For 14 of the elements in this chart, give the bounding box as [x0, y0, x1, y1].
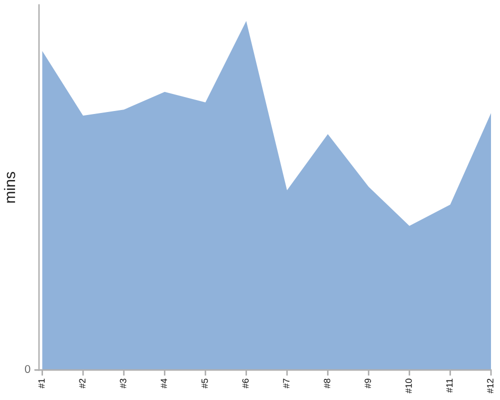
x-tick-label: #9 — [364, 378, 372, 388]
x-tick-label: #11 — [446, 378, 453, 393]
x-tick-label: #2 — [79, 378, 86, 388]
x-tick-label: #6 — [242, 378, 249, 388]
x-tick-label: #5 — [202, 378, 208, 388]
x-tick-label: #7 — [283, 378, 290, 388]
x-tick-label: #4 — [160, 378, 167, 388]
x-tick-label: #1 — [38, 378, 45, 388]
y-axis-title: mins — [4, 172, 16, 203]
x-tick-label: #12 — [487, 378, 494, 394]
x-tick-label: #3 — [120, 378, 126, 388]
x-tick-label: #10 — [405, 378, 412, 394]
text: 0 — [24, 365, 30, 373]
x-tick-label: #8 — [324, 378, 330, 388]
